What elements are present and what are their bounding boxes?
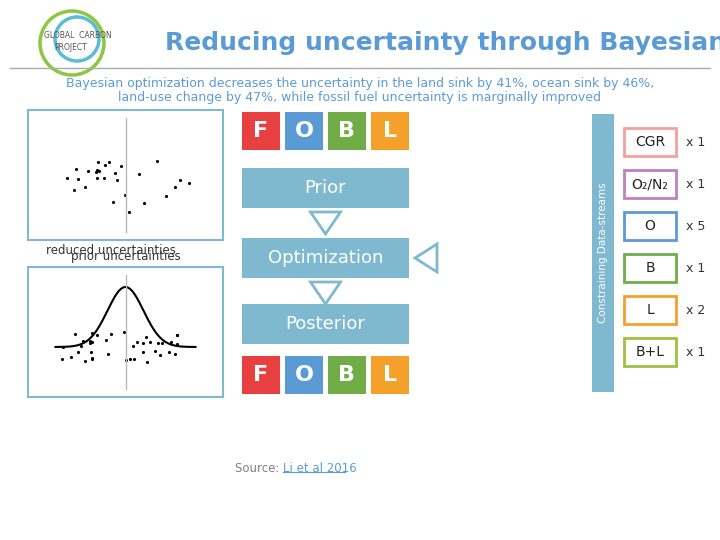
Text: Constraining Data-streams: Constraining Data-streams xyxy=(598,183,608,323)
Text: Optimization: Optimization xyxy=(268,249,383,267)
Polygon shape xyxy=(415,244,437,272)
FancyBboxPatch shape xyxy=(242,112,280,150)
Text: B+L: B+L xyxy=(636,345,665,359)
FancyBboxPatch shape xyxy=(285,112,323,150)
Text: reduced uncertainties: reduced uncertainties xyxy=(45,244,176,257)
FancyBboxPatch shape xyxy=(592,114,614,392)
FancyBboxPatch shape xyxy=(242,356,280,394)
Text: B: B xyxy=(338,365,356,385)
FancyBboxPatch shape xyxy=(624,128,676,156)
Text: GLOBAL  CARBON: GLOBAL CARBON xyxy=(44,31,112,40)
Text: Bayesian optimization decreases the uncertainty in the land sink by 41%, ocean s: Bayesian optimization decreases the unce… xyxy=(66,77,654,90)
Text: CGR: CGR xyxy=(635,135,665,149)
FancyBboxPatch shape xyxy=(624,296,676,324)
FancyBboxPatch shape xyxy=(371,112,409,150)
Text: x 1: x 1 xyxy=(686,178,706,191)
Text: B: B xyxy=(645,261,654,275)
Text: x 1: x 1 xyxy=(686,346,706,359)
FancyBboxPatch shape xyxy=(28,267,223,397)
Text: O: O xyxy=(294,121,313,141)
Text: Posterior: Posterior xyxy=(286,315,366,333)
Text: F: F xyxy=(253,121,269,141)
Text: L: L xyxy=(383,365,397,385)
FancyBboxPatch shape xyxy=(624,254,676,282)
Text: Reducing uncertainty through Bayesian analysis: Reducing uncertainty through Bayesian an… xyxy=(165,31,720,55)
Text: Source:: Source: xyxy=(235,462,283,475)
FancyBboxPatch shape xyxy=(242,304,409,344)
Text: land-use change by 47%, while fossil fuel uncertainty is marginally improved: land-use change by 47%, while fossil fue… xyxy=(119,91,601,104)
FancyBboxPatch shape xyxy=(624,170,676,198)
Polygon shape xyxy=(310,212,341,234)
FancyBboxPatch shape xyxy=(242,168,409,208)
FancyBboxPatch shape xyxy=(371,356,409,394)
Text: F: F xyxy=(253,365,269,385)
Text: x 1: x 1 xyxy=(686,136,706,148)
Text: PROJECT: PROJECT xyxy=(54,43,86,51)
FancyBboxPatch shape xyxy=(624,212,676,240)
Text: O: O xyxy=(294,365,313,385)
Text: x 5: x 5 xyxy=(686,219,706,233)
Text: x 2: x 2 xyxy=(686,303,706,316)
Text: O₂/N₂: O₂/N₂ xyxy=(631,177,668,191)
Text: prior uncertainties: prior uncertainties xyxy=(71,250,181,263)
Text: Li et al 2016: Li et al 2016 xyxy=(283,462,356,475)
Text: Prior: Prior xyxy=(305,179,346,197)
FancyBboxPatch shape xyxy=(328,356,366,394)
FancyBboxPatch shape xyxy=(285,356,323,394)
FancyBboxPatch shape xyxy=(624,338,676,366)
FancyBboxPatch shape xyxy=(28,110,223,240)
Text: B: B xyxy=(338,121,356,141)
Polygon shape xyxy=(310,282,341,304)
FancyBboxPatch shape xyxy=(328,112,366,150)
FancyBboxPatch shape xyxy=(242,238,409,278)
Text: x 1: x 1 xyxy=(686,261,706,274)
Text: L: L xyxy=(383,121,397,141)
Text: O: O xyxy=(644,219,655,233)
Text: L: L xyxy=(646,303,654,317)
